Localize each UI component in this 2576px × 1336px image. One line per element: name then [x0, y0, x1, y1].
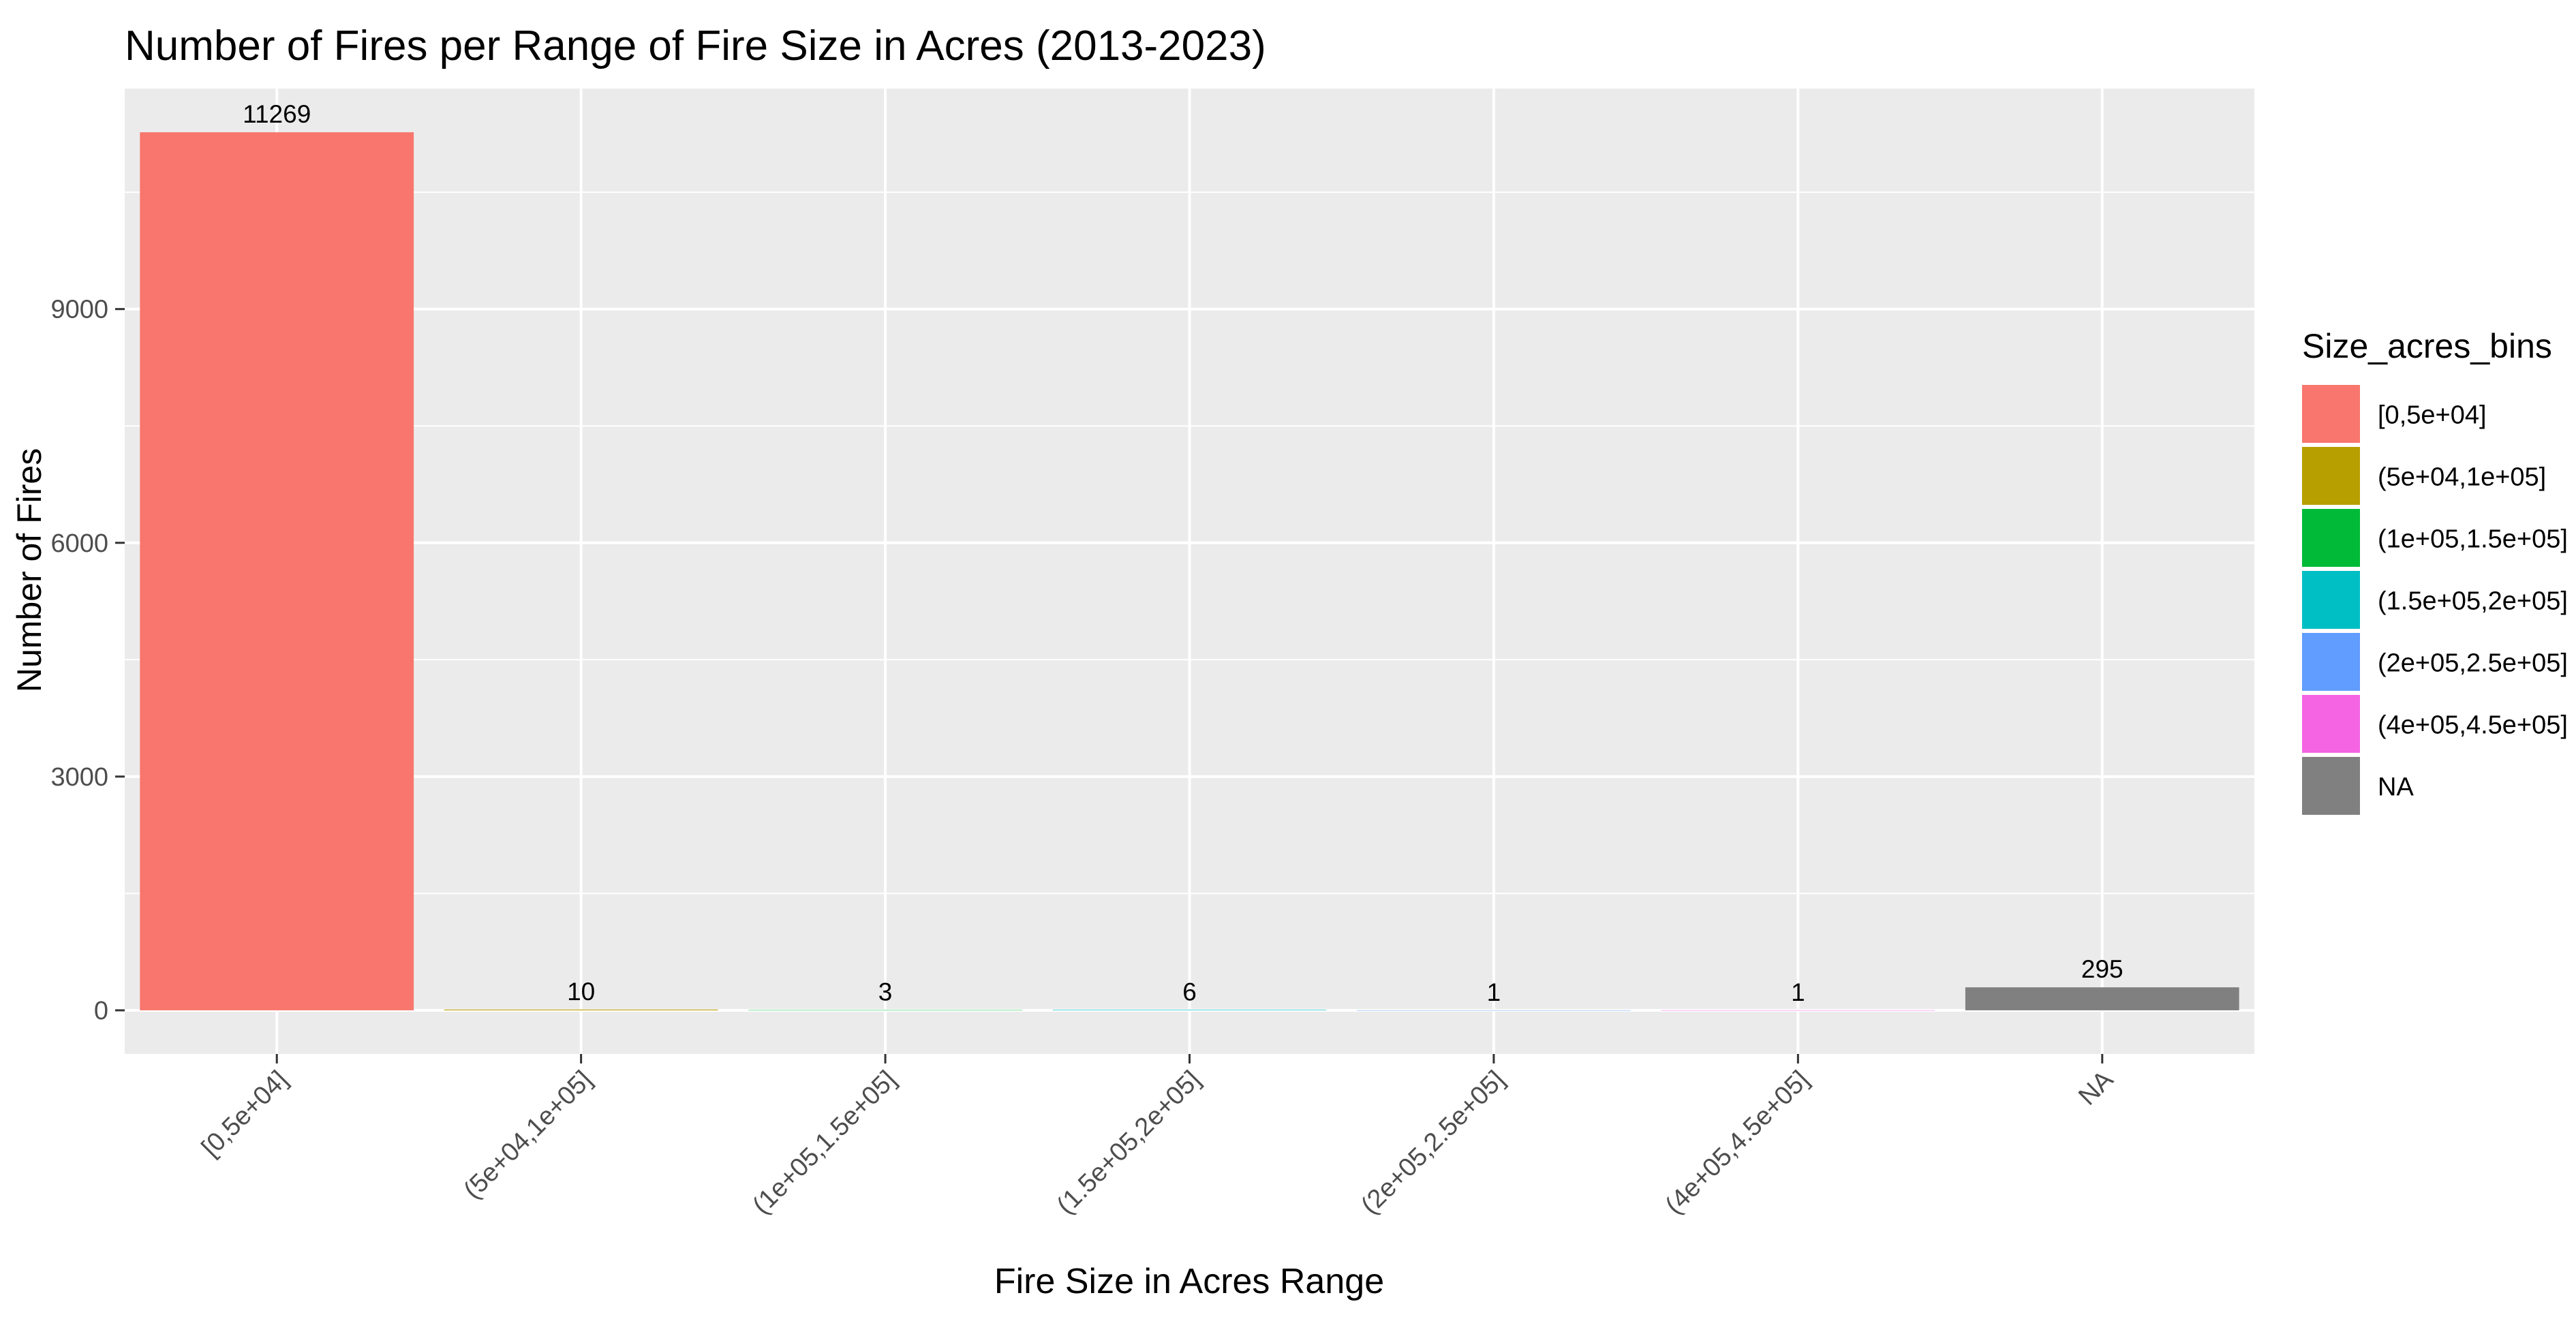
plot-panel: [125, 89, 2254, 1054]
legend-key: [2302, 757, 2360, 815]
bar-value-label: 3: [878, 978, 893, 1006]
legend-label: [0,5e+04]: [2378, 401, 2487, 430]
x-tick-label: (2e+05,2.5e+05]: [1355, 1066, 1510, 1220]
bar: [1965, 987, 2239, 1010]
x-axis-title: Fire Size in Acres Range: [994, 1262, 1384, 1301]
legend-label: (5e+04,1e+05]: [2378, 463, 2546, 492]
bar: [748, 1010, 1022, 1011]
bar-value-label: 10: [567, 978, 595, 1006]
chart-title: Number of Fires per Range of Fire Size i…: [125, 22, 1266, 69]
bar: [140, 132, 414, 1010]
legend-key: [2302, 385, 2360, 443]
y-tick-label: 3000: [50, 763, 108, 792]
bar-value-label: 1: [1791, 978, 1805, 1006]
y-axis-title: Number of Fires: [10, 448, 48, 692]
legend-label: (1.5e+05,2e+05]: [2378, 587, 2568, 616]
y-axis: 0 3000 6000 9000: [50, 296, 125, 1025]
y-tick-label: 9000: [50, 296, 108, 324]
y-tick-label: 0: [94, 997, 108, 1025]
x-tick-label: NA: [2073, 1065, 2119, 1110]
legend-label: (2e+05,2.5e+05]: [2378, 649, 2568, 678]
legend-label: (1e+05,1.5e+05]: [2378, 525, 2568, 554]
bar-value-label: 6: [1182, 978, 1197, 1006]
bar-value-label: 295: [2081, 955, 2123, 983]
bars: [140, 132, 2239, 1011]
x-axis: [0,5e+04] (5e+04,1e+05] (1e+05,1.5e+05] (1.…: [196, 1054, 2119, 1220]
legend-label: (4e+05,4.5e+05]: [2378, 711, 2568, 740]
x-tick-label: [0,5e+04]: [196, 1066, 294, 1163]
bar: [1357, 1010, 1631, 1011]
bar: [1661, 1010, 1935, 1011]
x-tick-label: (1e+05,1.5e+05]: [748, 1066, 902, 1220]
legend-title: Size_acres_bins: [2302, 327, 2552, 365]
x-tick-label: (4e+05,4.5e+05]: [1660, 1066, 1815, 1220]
x-tick-label: (5e+04,1e+05]: [458, 1066, 598, 1205]
legend-key: [2302, 447, 2360, 505]
bar-value-label: 11269: [243, 100, 311, 128]
y-tick-label: 6000: [50, 529, 108, 558]
legend-items: [0,5e+04] (5e+04,1e+05] (1e+05,1.5e+05] (1.…: [2302, 385, 2568, 815]
data-labels: 11269 10 3 6 1 1 295: [243, 100, 2123, 1006]
legend-key: [2302, 509, 2360, 567]
legend-key: [2302, 695, 2360, 753]
legend-key: [2302, 633, 2360, 691]
bar-value-label: 1: [1487, 978, 1501, 1006]
x-tick-label: (1.5e+05,2e+05]: [1052, 1066, 1206, 1220]
legend-key: [2302, 571, 2360, 629]
legend: Size_acres_bins [0,5e+04] (5e+04,1e+05] (1…: [2302, 327, 2568, 815]
legend-label: NA: [2378, 773, 2414, 802]
